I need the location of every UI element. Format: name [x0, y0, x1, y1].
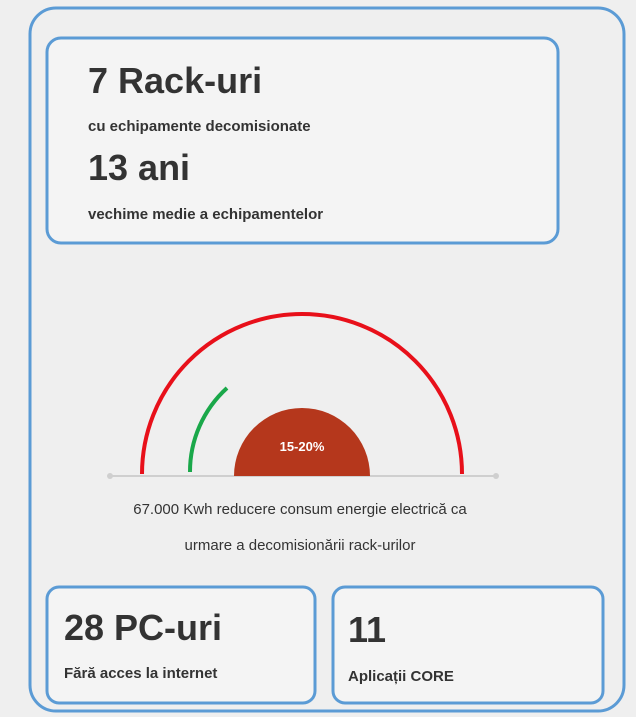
right-box [331, 585, 605, 705]
gauge-dot [493, 473, 499, 479]
stat-label: Aplicații CORE [348, 668, 454, 685]
gauge-dot [107, 473, 113, 479]
stat-label: Fără acces la internet [64, 665, 217, 682]
stat: 28 PC-uri [64, 607, 222, 648]
gauge-label: 15-20% [280, 439, 325, 454]
outer-frame [28, 6, 626, 713]
stat-label: cu echipamente decomisionate [88, 118, 311, 135]
top-box [45, 36, 560, 245]
gauge-center [234, 408, 370, 476]
caption: urmare a decomisionării rack-urilor [185, 537, 416, 554]
stat-label: vechime medie a echipamentelor [88, 206, 323, 223]
gauge-progress [187, 386, 229, 473]
stat: 13 ani [88, 147, 190, 188]
gauge-arc [140, 312, 464, 475]
stat: 7 Rack-uri [88, 60, 262, 101]
stat: 11 [348, 609, 386, 650]
caption: 67.000 Kwh reducere consum energie elect… [133, 501, 467, 518]
left-box [45, 585, 317, 705]
gauge: 15-20% [107, 312, 499, 479]
